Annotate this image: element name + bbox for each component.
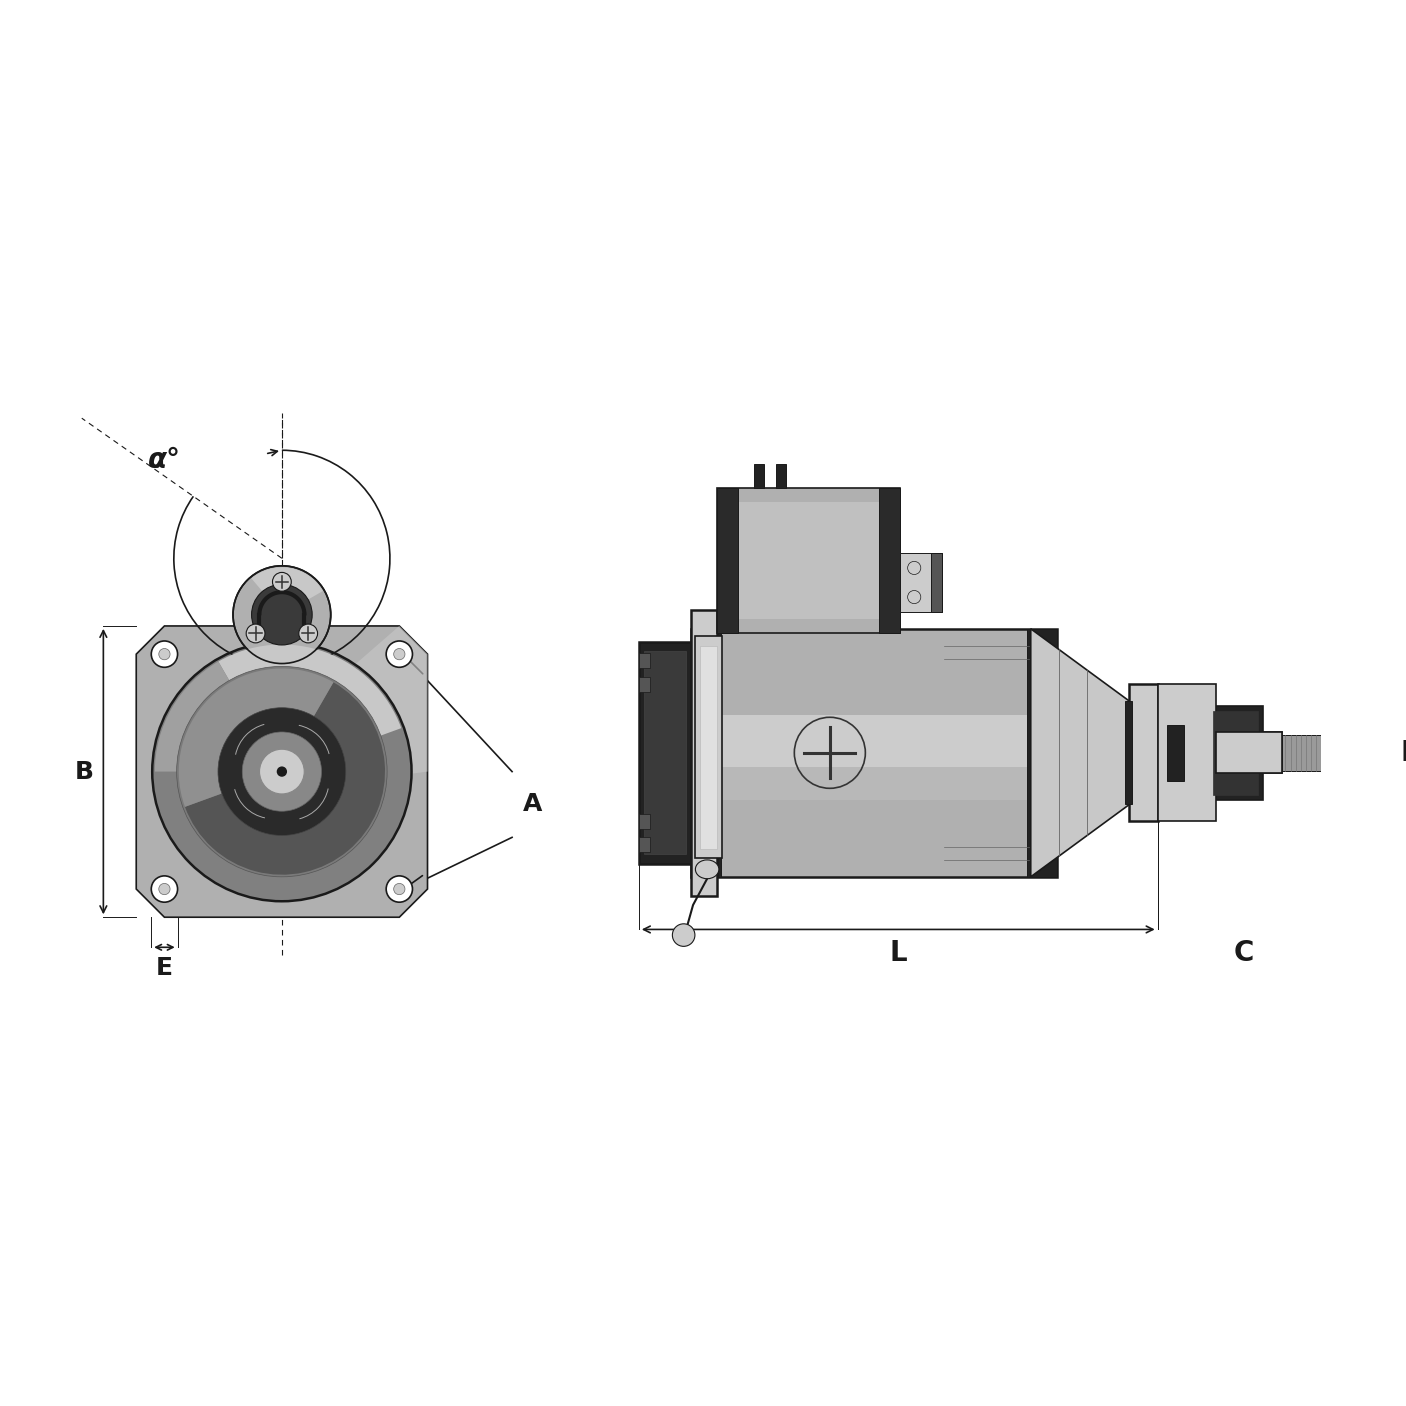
Polygon shape bbox=[638, 643, 690, 863]
Ellipse shape bbox=[696, 860, 718, 879]
Polygon shape bbox=[776, 464, 786, 488]
Polygon shape bbox=[1157, 685, 1225, 821]
Wedge shape bbox=[179, 668, 333, 807]
Wedge shape bbox=[252, 567, 323, 600]
Text: D: D bbox=[1400, 738, 1406, 766]
Polygon shape bbox=[1330, 730, 1350, 775]
Wedge shape bbox=[186, 682, 385, 875]
Polygon shape bbox=[1282, 735, 1330, 770]
Text: B: B bbox=[75, 759, 94, 783]
Circle shape bbox=[252, 585, 312, 645]
Text: α°: α° bbox=[148, 446, 181, 474]
Circle shape bbox=[273, 572, 291, 591]
Polygon shape bbox=[1213, 710, 1258, 794]
Circle shape bbox=[159, 883, 170, 894]
Polygon shape bbox=[700, 766, 1047, 800]
Polygon shape bbox=[1350, 741, 1379, 765]
Polygon shape bbox=[638, 676, 650, 692]
Circle shape bbox=[242, 733, 322, 811]
Polygon shape bbox=[638, 838, 650, 852]
Circle shape bbox=[299, 624, 318, 643]
Circle shape bbox=[152, 876, 177, 903]
Polygon shape bbox=[700, 716, 1047, 766]
Polygon shape bbox=[717, 488, 738, 634]
Polygon shape bbox=[880, 488, 900, 634]
Text: A: A bbox=[523, 793, 543, 817]
Polygon shape bbox=[256, 614, 308, 631]
Polygon shape bbox=[690, 628, 1057, 877]
Wedge shape bbox=[218, 644, 401, 744]
Polygon shape bbox=[931, 554, 942, 612]
Circle shape bbox=[260, 749, 304, 794]
Text: C: C bbox=[1234, 939, 1254, 967]
Circle shape bbox=[387, 641, 412, 668]
Circle shape bbox=[908, 561, 921, 575]
Polygon shape bbox=[253, 626, 427, 790]
Polygon shape bbox=[638, 814, 650, 830]
Circle shape bbox=[218, 707, 346, 835]
Polygon shape bbox=[1026, 628, 1057, 877]
Polygon shape bbox=[1216, 733, 1282, 773]
Polygon shape bbox=[900, 554, 942, 612]
Polygon shape bbox=[1167, 724, 1184, 780]
Polygon shape bbox=[644, 651, 686, 855]
Polygon shape bbox=[1031, 628, 1129, 877]
Circle shape bbox=[394, 883, 405, 894]
Polygon shape bbox=[690, 628, 721, 877]
Polygon shape bbox=[754, 464, 765, 488]
Text: L: L bbox=[890, 939, 907, 967]
Circle shape bbox=[908, 591, 921, 603]
Circle shape bbox=[152, 643, 412, 901]
Polygon shape bbox=[638, 654, 650, 668]
Circle shape bbox=[277, 766, 287, 776]
Polygon shape bbox=[690, 610, 717, 896]
Polygon shape bbox=[700, 645, 717, 849]
Polygon shape bbox=[1129, 685, 1157, 821]
Circle shape bbox=[152, 641, 177, 668]
Circle shape bbox=[177, 666, 387, 877]
Circle shape bbox=[233, 565, 330, 664]
Polygon shape bbox=[1216, 733, 1282, 773]
Polygon shape bbox=[727, 502, 891, 620]
Circle shape bbox=[672, 924, 695, 946]
Polygon shape bbox=[1208, 706, 1263, 800]
Circle shape bbox=[246, 624, 264, 643]
Circle shape bbox=[387, 876, 412, 903]
Polygon shape bbox=[717, 488, 900, 634]
Wedge shape bbox=[155, 662, 232, 772]
Polygon shape bbox=[1125, 702, 1132, 804]
Circle shape bbox=[394, 648, 405, 659]
Polygon shape bbox=[136, 626, 427, 917]
Text: E: E bbox=[156, 956, 173, 980]
Circle shape bbox=[159, 648, 170, 659]
Polygon shape bbox=[696, 637, 721, 858]
